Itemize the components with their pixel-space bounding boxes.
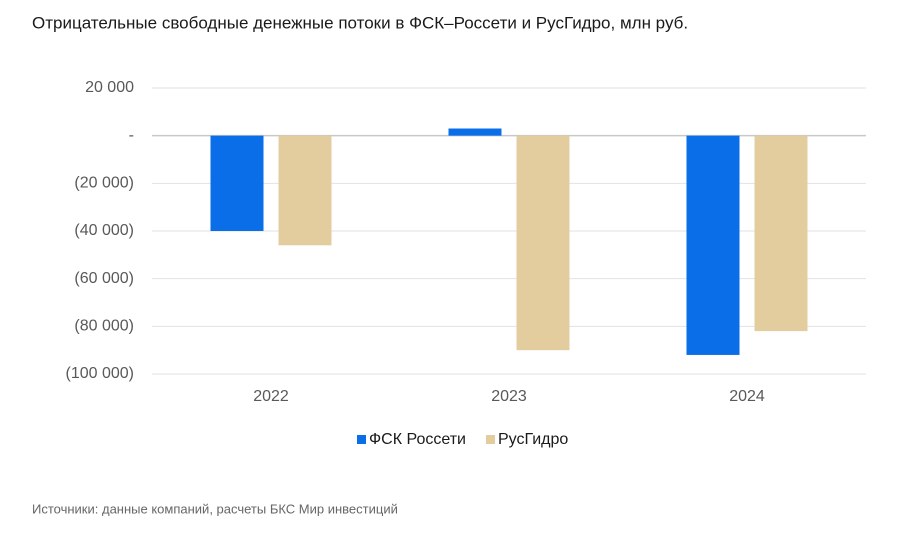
y-tick-label: (80 000)	[74, 318, 134, 335]
y-tick-label: -	[129, 127, 134, 144]
source-note: Источники: данные компаний, расчеты БКС …	[32, 501, 398, 516]
y-tick-label: (100 000)	[66, 365, 135, 382]
bar	[686, 135, 740, 355]
x-tick-label: 2024	[729, 388, 765, 405]
y-tick-label: (60 000)	[74, 270, 134, 287]
legend-label: ФСК Россети	[369, 431, 466, 448]
x-tick-label: 2022	[253, 388, 289, 405]
y-tick-label: 20 000	[85, 79, 134, 96]
y-tick-label: (40 000)	[74, 222, 134, 239]
chart-title: Отрицательные свободные денежные потоки …	[32, 13, 688, 32]
bar	[210, 135, 264, 231]
bar	[516, 135, 570, 351]
bar	[448, 128, 502, 136]
legend-swatch	[485, 435, 495, 444]
y-tick-label: (20 000)	[74, 175, 134, 192]
bar	[754, 135, 808, 332]
legend-label: РусГидро	[498, 431, 568, 448]
x-tick-label: 2023	[491, 388, 527, 405]
legend-swatch	[357, 435, 366, 444]
bar	[278, 135, 332, 246]
